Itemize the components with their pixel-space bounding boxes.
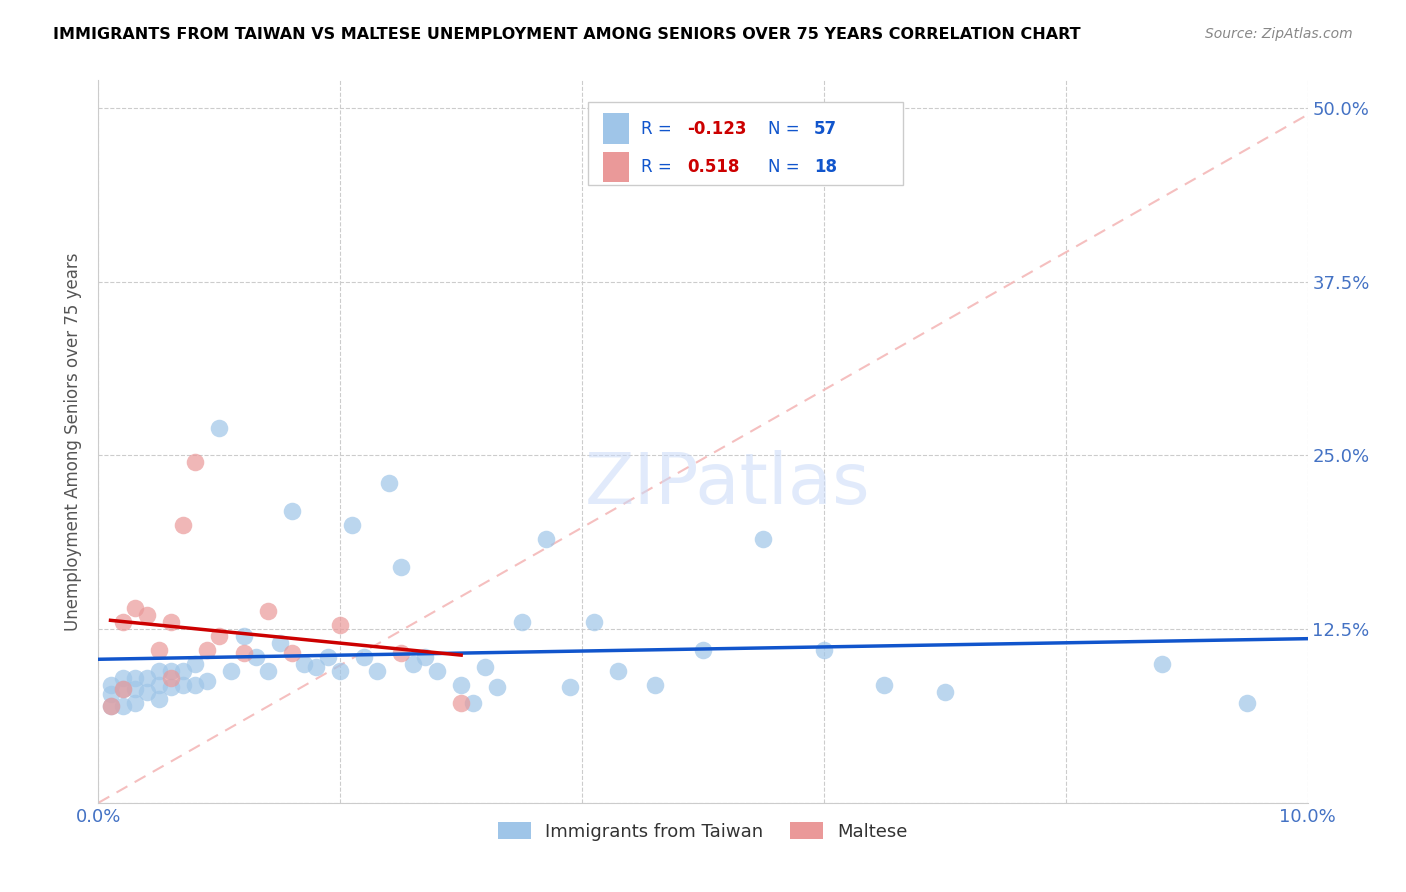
Point (426, 664, 449, 678)
Point (172, 664, 194, 678)
Point (353, 649, 375, 664)
Point (402, 657, 425, 671)
Y-axis label: Unemployment Among Seniors over 75 years: Unemployment Among Seniors over 75 years (65, 252, 83, 631)
Point (172, 517, 194, 532)
Point (232, 646, 254, 660)
Point (124, 601, 146, 615)
Point (184, 678, 207, 692)
Point (184, 657, 207, 671)
Point (148, 691, 170, 706)
FancyBboxPatch shape (603, 152, 630, 182)
Point (111, 681, 134, 696)
Point (450, 696, 472, 710)
Text: N =: N = (768, 120, 806, 137)
Point (1152, 657, 1174, 671)
Point (172, 678, 194, 692)
Point (316, 649, 339, 664)
Point (148, 678, 170, 692)
Point (195, 643, 218, 657)
Point (342, 517, 364, 532)
Legend: Immigrants from Taiwan, Maltese: Immigrants from Taiwan, Maltese (491, 814, 915, 848)
Text: ZIPatlas: ZIPatlas (585, 450, 870, 519)
Point (934, 684, 956, 698)
Text: 18: 18 (814, 158, 837, 176)
Point (208, 420, 231, 434)
Point (100, 698, 122, 713)
Point (463, 696, 485, 710)
Point (111, 671, 134, 685)
Point (813, 643, 835, 657)
Point (644, 678, 666, 692)
Point (232, 629, 254, 643)
Point (135, 671, 157, 685)
Point (100, 698, 122, 713)
Text: IMMIGRANTS FROM TAIWAN VS MALTESE UNEMPLOYMENT AMONG SENIORS OVER 75 YEARS CORRE: IMMIGRANTS FROM TAIWAN VS MALTESE UNEMPL… (53, 27, 1081, 42)
Point (111, 615, 134, 630)
Point (135, 608, 157, 623)
Point (100, 687, 122, 701)
Point (377, 476, 399, 491)
Point (148, 664, 170, 678)
Point (195, 673, 218, 688)
Point (558, 681, 581, 695)
Point (135, 684, 157, 698)
Point (160, 615, 183, 630)
Point (221, 664, 243, 678)
Text: N =: N = (768, 158, 806, 176)
Point (124, 681, 146, 696)
Point (111, 698, 134, 713)
Text: -0.123: -0.123 (688, 120, 747, 137)
Point (160, 671, 183, 685)
Point (1236, 696, 1258, 710)
Point (160, 681, 183, 695)
Point (111, 681, 134, 696)
Point (474, 659, 496, 673)
Text: 57: 57 (814, 120, 838, 137)
Point (245, 649, 267, 664)
Point (148, 643, 170, 657)
Point (607, 664, 630, 678)
Point (256, 604, 278, 618)
Point (281, 504, 304, 518)
Point (873, 678, 896, 692)
Point (389, 559, 412, 574)
Point (366, 664, 388, 678)
Point (269, 636, 291, 650)
Text: R =: R = (641, 158, 678, 176)
Point (752, 532, 775, 546)
Point (160, 664, 183, 678)
Point (450, 678, 472, 692)
Point (100, 678, 122, 692)
FancyBboxPatch shape (588, 102, 903, 185)
Point (329, 664, 352, 678)
Point (486, 681, 509, 695)
Text: 0.518: 0.518 (688, 158, 740, 176)
Point (292, 657, 315, 671)
Text: Source: ZipAtlas.com: Source: ZipAtlas.com (1205, 27, 1353, 41)
FancyBboxPatch shape (603, 113, 630, 144)
Point (208, 629, 231, 643)
Point (583, 615, 606, 630)
Point (389, 646, 412, 660)
Point (124, 671, 146, 685)
Point (692, 643, 714, 657)
Point (256, 664, 278, 678)
Point (413, 649, 436, 664)
Point (184, 455, 207, 469)
Point (329, 618, 352, 632)
Point (510, 615, 533, 630)
Point (534, 532, 557, 546)
Point (281, 646, 304, 660)
Point (305, 659, 328, 673)
Text: R =: R = (641, 120, 678, 137)
Point (124, 696, 146, 710)
